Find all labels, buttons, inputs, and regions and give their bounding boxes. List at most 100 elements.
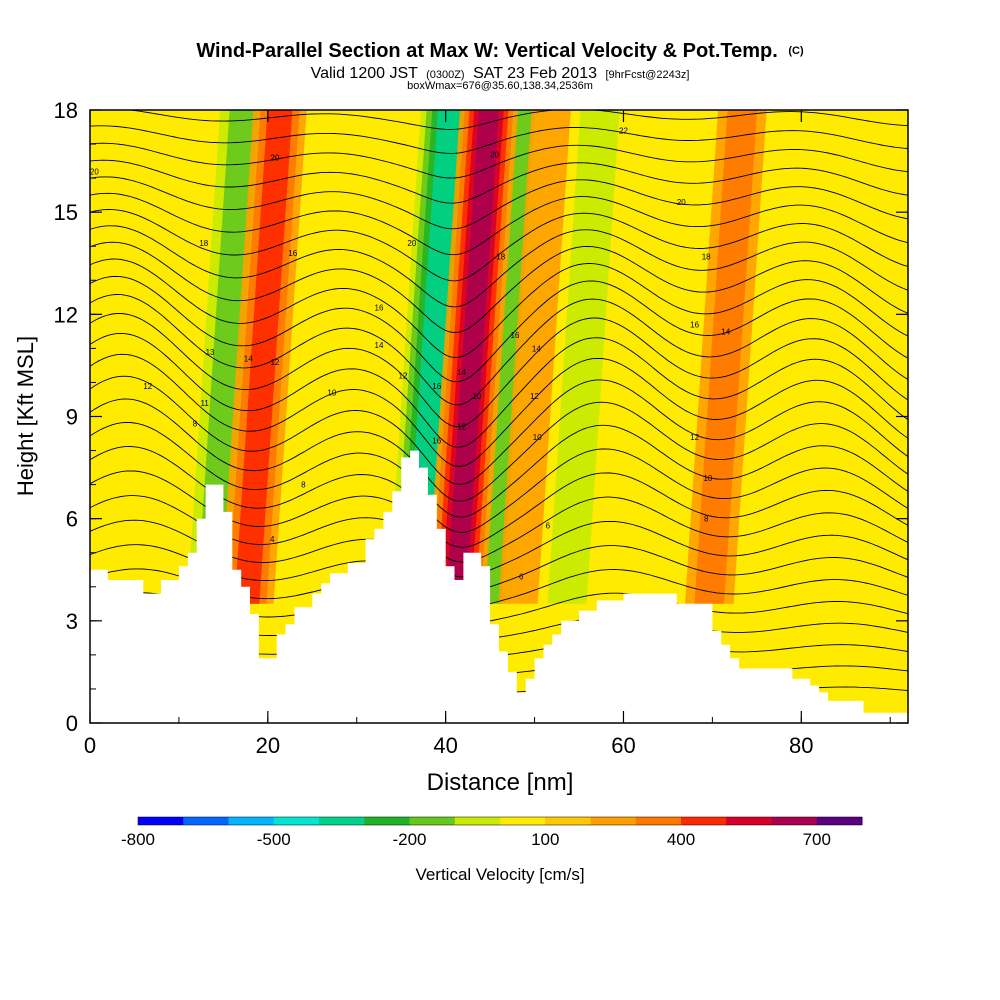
- colorbar-swatch: [816, 817, 863, 825]
- contour-label: 12: [399, 372, 408, 381]
- colorbar-swatch: [545, 817, 591, 825]
- x-tick-label: 80: [789, 733, 813, 758]
- contour-label-text: 16: [511, 331, 520, 340]
- subtitle-utc: (0300Z): [426, 69, 465, 81]
- y-tick-label: 9: [66, 405, 78, 430]
- contour-label: 20: [677, 198, 686, 207]
- chart-title: Wind-Parallel Section at Max W: Vertical…: [196, 40, 804, 62]
- contour-label: 14: [244, 355, 253, 364]
- contour-label-text: 8: [301, 481, 306, 490]
- theta-isoline: [90, 90, 908, 106]
- contour-label: 16: [288, 249, 297, 258]
- colorbar-swatch: [183, 817, 229, 825]
- contour-label: 20: [490, 150, 499, 159]
- copyright-mark: (C): [788, 45, 804, 57]
- contour-label-text: 14: [244, 355, 253, 364]
- colorbar-tick-label: -500: [257, 830, 291, 849]
- colorbar-swatch: [454, 817, 501, 825]
- theta-isoline: [90, 294, 908, 406]
- contour-label: 10: [533, 433, 542, 442]
- y-tick-label: 3: [66, 609, 78, 634]
- subtitle-forecast: [9hrFcst@2243z]: [605, 69, 689, 81]
- y-tick-label: 6: [66, 507, 78, 532]
- contour-label: 14: [457, 368, 466, 377]
- colorbar-tick-label: 400: [667, 830, 695, 849]
- y-tick-label: 12: [54, 302, 78, 327]
- contour-label-text: 8: [704, 515, 709, 524]
- contour-label: 14: [721, 327, 730, 336]
- contour-label: 20: [90, 167, 99, 176]
- contour-label-text: 16: [432, 436, 441, 445]
- theta-isoline: [90, 142, 908, 179]
- terrain-profile: [90, 450, 908, 723]
- chart-subtitle: Valid 1200 JST (0300Z) SAT 23 Feb 2013 […: [311, 65, 690, 82]
- y-tick-label: 15: [54, 200, 78, 225]
- theta-isoline: [90, 313, 908, 428]
- contour-label-text: 12: [457, 423, 466, 432]
- y-tick-label: 0: [66, 711, 78, 736]
- contour-label-text: 22: [619, 126, 628, 135]
- colorbar-tick-label: -800: [121, 830, 155, 849]
- colorbar-swatch: [500, 817, 546, 825]
- contour-label-text: 16: [690, 321, 699, 330]
- y-axis-label: Height [Kft MSL]: [13, 336, 38, 496]
- theta-isoline: [90, 159, 908, 204]
- contour-label: 16: [375, 304, 384, 313]
- colorbar-swatch: [364, 817, 410, 825]
- colorbar-swatch: [726, 817, 772, 825]
- contour-label-text: 4: [270, 535, 275, 544]
- contour-label: 12: [530, 392, 539, 401]
- contour-label-text: 16: [375, 304, 384, 313]
- contour-label: 16: [511, 331, 520, 340]
- theta-isoline: [90, 225, 908, 308]
- theta-isoline: [90, 353, 908, 467]
- theta-isoline: [90, 241, 908, 333]
- contour-label-text: 10: [703, 474, 712, 483]
- contour-label: 16: [432, 436, 441, 445]
- contour-label: 20: [407, 239, 416, 248]
- updraft-band: [445, 110, 500, 604]
- contour-label: 12: [690, 433, 699, 442]
- contour-label: 13: [206, 348, 215, 357]
- contour-label: 4: [270, 535, 275, 544]
- contour-label-text: 10: [533, 433, 542, 442]
- axes: 0 20 40 60 80 0 3 6 9 12 15 18: [54, 98, 908, 758]
- contour-label: 12: [457, 423, 466, 432]
- colorbar-swatch: [681, 817, 727, 825]
- contour-label-text: 18: [496, 252, 505, 261]
- x-axis-label: Distance [nm]: [427, 769, 574, 796]
- subtitle-date: SAT 23 Feb 2013: [473, 65, 597, 82]
- colorbar: -800 -500 -200 100 400 700: [121, 816, 863, 849]
- theta-isoline: [90, 209, 908, 282]
- contour-labels: 20 18 20 16 12 13 11 8 14 12 10 8 4 16 14 20 12 16 14 10 12 1…: [90, 126, 731, 581]
- contour-label-text: 16: [288, 249, 297, 258]
- theta-isoline: [90, 192, 908, 256]
- contour-label-text: 10: [327, 389, 336, 398]
- colorbar-swatch: [228, 817, 275, 825]
- x-tick-label: 20: [256, 733, 280, 758]
- y-tick-label: 18: [54, 98, 78, 123]
- contour-label-text: 6: [546, 521, 551, 530]
- contour-label-text: 20: [407, 239, 416, 248]
- chart-subtitle-box: boxWmax=676@35.60,138.34,2536m: [407, 80, 593, 92]
- contour-label: 10: [472, 392, 481, 401]
- theta-isoline: [90, 275, 908, 383]
- contour-label: 22: [619, 126, 628, 135]
- colorbar-swatch: [138, 817, 184, 825]
- contour-label: 12: [143, 382, 152, 391]
- x-tick-label: 0: [84, 733, 96, 758]
- contour-label: 6: [546, 521, 551, 530]
- colorbar-swatch: [319, 817, 365, 825]
- downdraft-band: [196, 110, 260, 604]
- contour-label-text: 18: [702, 252, 711, 261]
- colorbar-swatch: [771, 817, 818, 825]
- colorbar-swatch: [409, 817, 456, 825]
- contour-label-text: 20: [490, 150, 499, 159]
- contour-label: 8: [301, 481, 306, 490]
- contour-label-text: 12: [143, 382, 152, 391]
- colorbar-swatch: [635, 817, 682, 825]
- colorbar-label: Vertical Velocity [cm/s]: [415, 865, 584, 884]
- colorbar-tick-label: 100: [531, 830, 559, 849]
- theta-isoline: [126, 110, 908, 130]
- contour-label-text: 6: [519, 573, 524, 582]
